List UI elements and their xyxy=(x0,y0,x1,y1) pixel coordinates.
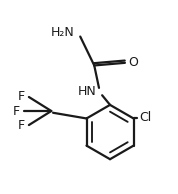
Text: F: F xyxy=(18,119,25,132)
Text: H₂N: H₂N xyxy=(50,26,74,39)
Text: HN: HN xyxy=(78,85,96,98)
Text: F: F xyxy=(12,105,19,118)
Text: O: O xyxy=(128,56,138,69)
Text: Cl: Cl xyxy=(139,111,151,124)
Text: F: F xyxy=(18,90,25,103)
